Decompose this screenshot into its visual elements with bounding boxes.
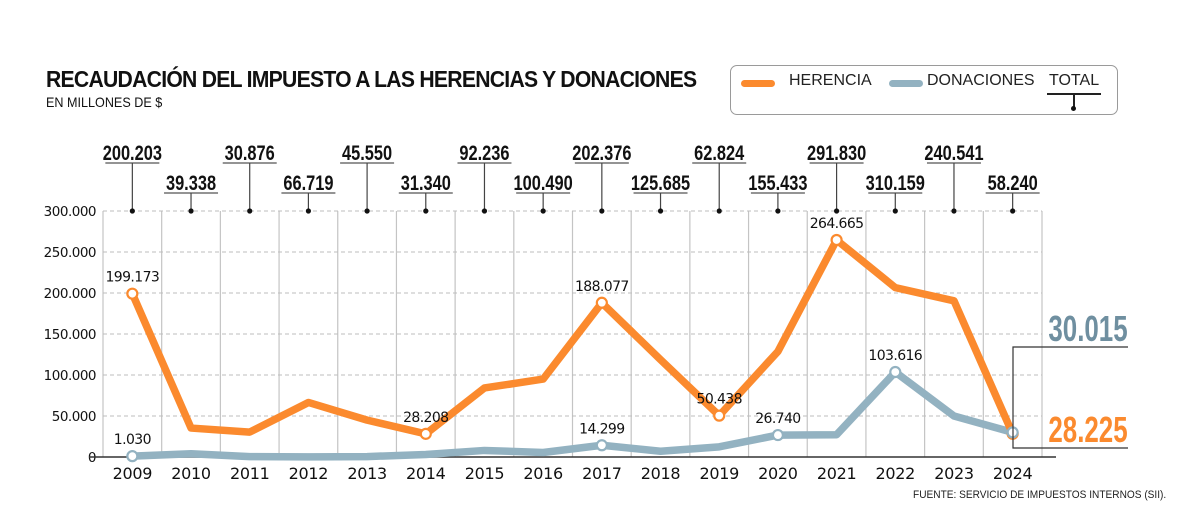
y-tick-label: 0 [88,450,96,466]
total-dot [599,208,605,214]
x-tick-label: 2019 [699,464,739,483]
total-value-label: 39.338 [166,171,216,194]
data-label-herencia: 199.173 [105,270,159,286]
data-point-marker-donaciones [595,439,608,452]
x-tick-label: 2024 [993,464,1033,483]
x-tick-label: 2011 [230,464,270,483]
x-tick-label: 2016 [523,464,563,483]
data-point-marker-herencia [419,427,432,440]
total-value-label: 310.159 [866,171,925,194]
x-tick-label: 2015 [465,464,505,483]
x-tick-label: 2012 [289,464,329,483]
data-label-donaciones: 26.740 [755,411,800,427]
legend: HERENCIA DONACIONES TOTAL [730,65,1118,115]
data-label-herencia: 188.077 [575,279,629,295]
total-value-label: 30.876 [225,141,275,164]
legend-swatch-donaciones [889,80,923,87]
total-value-label: 31.340 [401,171,451,194]
legend-swatch-herencia [741,80,775,87]
total-value-label: 240.541 [924,141,983,164]
total-dot [775,208,781,214]
source-note: FUENTE: SERVICIO DE IMPUESTOS INTERNOS (… [912,489,1166,501]
x-tick-label: 2021 [817,464,857,483]
series-line-herencia [128,236,1017,438]
data-label-donaciones: 1.030 [114,432,151,448]
x-tick-label: 2020 [758,464,798,483]
total-value-label: 291.830 [807,141,866,164]
legend-label-herencia: HERENCIA [789,72,872,89]
total-value-label: 200.203 [103,141,162,164]
x-tick-label: 2023 [934,464,974,483]
data-label-herencia: 264.665 [810,216,864,232]
data-point-marker-herencia [713,409,726,422]
y-tick-label: 50.000 [52,409,96,425]
total-dot [423,208,429,214]
total-dot [657,208,664,214]
total-value-label: 155.433 [748,171,807,194]
x-tick-label: 2010 [171,464,211,483]
end-label-donaciones: 30.015 [1048,309,1127,349]
total-value-label: 92.236 [459,141,509,164]
total-dot [129,208,135,214]
x-tick-label: 2018 [641,464,681,483]
total-dot [892,208,898,214]
data-label-herencia: 28.208 [403,410,448,426]
total-value-label: 125.685 [631,171,690,194]
y-tick-label: 200.000 [44,286,96,302]
legend-label-donaciones: DONACIONES [927,72,1035,89]
total-value-label: 202.376 [572,141,631,164]
legend-total-stem [1073,93,1075,107]
total-dot [305,208,312,214]
total-dot [481,208,488,214]
total-dot [951,208,957,214]
total-dot [1010,208,1016,214]
x-tick-label: 2022 [876,464,916,483]
total-dot [833,208,840,214]
data-point-marker-donaciones [126,450,139,463]
y-tick-label: 150.000 [44,327,96,343]
chart-subtitle: EN MILLONES DE $ [46,94,163,110]
data-point-marker-donaciones [889,365,902,379]
total-dot [188,208,194,214]
x-tick-label: 2017 [582,464,622,483]
chart-title: RECAUDACIÓN DEL IMPUESTO A LAS HERENCIAS… [46,66,697,92]
total-dot [716,208,722,214]
total-dot [364,208,370,214]
y-tick-label: 300.000 [44,204,96,220]
data-point-marker-herencia [126,287,139,300]
legend-label-total: TOTAL [1049,72,1100,89]
x-tick-label: 2013 [347,464,387,483]
data-label-herencia: 50.438 [697,392,742,408]
end-label-bracket [1012,346,1128,449]
series-line-donaciones [128,368,1017,461]
total-value-label: 58.240 [988,171,1038,194]
total-dot [247,208,253,214]
total-value-label: 100.490 [514,171,573,194]
data-label-donaciones: 103.616 [868,348,922,364]
total-value-label: 62.824 [694,141,745,164]
total-value-label: 66.719 [283,171,333,194]
end-label-herencia: 28.225 [1048,410,1127,450]
data-point-marker-donaciones [771,428,785,442]
total-dot [540,208,546,214]
y-tick-label: 250.000 [44,245,96,261]
y-tick-label: 100.000 [44,368,96,384]
x-tick-label: 2009 [113,464,153,483]
data-point-marker-herencia [595,296,608,309]
data-point-marker-herencia [830,233,843,247]
data-label-donaciones: 14.299 [579,421,624,437]
x-tick-label: 2014 [406,464,446,483]
total-value-label: 45.550 [342,141,392,164]
legend-total-dot [1071,106,1076,111]
